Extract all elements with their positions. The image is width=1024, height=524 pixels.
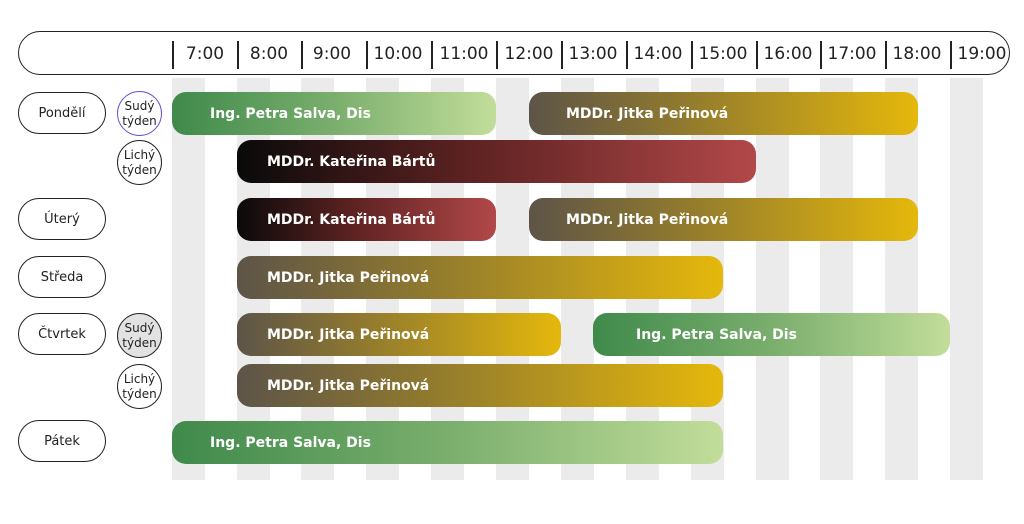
day-label-monday: Pondělí: [18, 92, 106, 134]
hour-label-19: 19:00: [957, 44, 1007, 64]
hour-label-15: 15:00: [698, 44, 748, 64]
schedule-block-perinova[interactable]: MDDr. Jitka Peřinová: [237, 364, 723, 407]
doctor-name: Ing. Petra Salva, Dis: [210, 434, 371, 451]
column-stripe: [820, 78, 853, 480]
hour-label-16: 16:00: [763, 44, 813, 64]
column-stripe: [950, 78, 983, 480]
hour-tick: [431, 41, 433, 69]
week-label-line1: Lichý: [123, 371, 156, 386]
week-label-line2: týden: [122, 162, 157, 177]
hour-tick: [691, 41, 693, 69]
day-label-wednesday: Středa: [18, 256, 106, 298]
column-stripe: [172, 78, 205, 480]
day-label-tuesday: Úterý: [18, 198, 106, 240]
schedule-block-perinova[interactable]: MDDr. Jitka Peřinová: [237, 313, 561, 356]
schedule-block-salva[interactable]: Ing. Petra Salva, Dis: [172, 92, 496, 135]
doctor-name: Ing. Petra Salva, Dis: [636, 326, 797, 343]
hour-tick: [366, 41, 368, 69]
hour-label-10: 10:00: [373, 44, 423, 64]
doctor-name: MDDr. Jitka Peřinová: [267, 377, 430, 394]
schedule-block-bartu[interactable]: MDDr. Kateřina Bártů: [237, 140, 756, 183]
hour-tick: [496, 41, 498, 69]
doctor-name: MDDr. Kateřina Bártů: [267, 211, 436, 228]
column-stripe: [885, 78, 918, 480]
hour-tick: [626, 41, 628, 69]
day-label-thursday: Čtvrtek: [18, 313, 106, 355]
week-label-line1: Lichý: [123, 147, 156, 162]
schedule-block-bartu[interactable]: MDDr. Kateřina Bártů: [237, 198, 496, 241]
week-label-line1: Sudý: [124, 98, 155, 113]
schedule-block-perinova[interactable]: MDDr. Jitka Peřinová: [529, 198, 918, 241]
hour-tick: [301, 41, 303, 69]
week-indicator-even: Sudý týden: [117, 91, 162, 136]
doctor-name: MDDr. Jitka Peřinová: [566, 105, 729, 122]
hour-tick: [561, 41, 563, 69]
week-indicator-odd: Lichý týden: [117, 364, 162, 409]
hour-label-7: 7:00: [185, 44, 225, 64]
hour-label-12: 12:00: [504, 44, 554, 64]
doctor-name: MDDr. Jitka Peřinová: [267, 269, 430, 286]
hour-tick: [885, 41, 887, 69]
week-indicator-even: Sudý týden: [117, 313, 162, 358]
hour-label-18: 18:00: [892, 44, 942, 64]
week-label-line2: týden: [122, 386, 157, 401]
schedule-block-perinova[interactable]: MDDr. Jitka Peřinová: [237, 256, 723, 299]
week-label-line2: týden: [122, 335, 157, 350]
week-label-line2: týden: [122, 113, 157, 128]
doctor-name: Ing. Petra Salva, Dis: [210, 105, 371, 122]
doctor-name: MDDr. Jitka Peřinová: [267, 326, 430, 343]
hour-tick: [756, 41, 758, 69]
hour-tick: [820, 41, 822, 69]
hour-label-11: 11:00: [439, 44, 489, 64]
hour-label-17: 17:00: [827, 44, 877, 64]
hour-tick: [950, 41, 952, 69]
doctor-name: MDDr. Jitka Peřinová: [566, 211, 729, 228]
week-label-line1: Sudý: [124, 320, 155, 335]
doctor-name: MDDr. Kateřina Bártů: [267, 153, 436, 170]
week-indicator-odd: Lichý týden: [117, 140, 162, 185]
time-header: [18, 31, 1010, 75]
hour-label-9: 9:00: [312, 44, 352, 64]
hour-tick: [172, 41, 174, 69]
schedule-block-salva[interactable]: Ing. Petra Salva, Dis: [593, 313, 950, 356]
day-label-friday: Pátek: [18, 420, 106, 462]
hour-label-14: 14:00: [633, 44, 683, 64]
hour-label-8: 8:00: [249, 44, 289, 64]
schedule-block-salva[interactable]: Ing. Petra Salva, Dis: [172, 421, 723, 464]
column-stripe: [756, 78, 789, 480]
hour-tick: [237, 41, 239, 69]
schedule-block-perinova[interactable]: MDDr. Jitka Peřinová: [529, 92, 918, 135]
hour-label-13: 13:00: [568, 44, 618, 64]
